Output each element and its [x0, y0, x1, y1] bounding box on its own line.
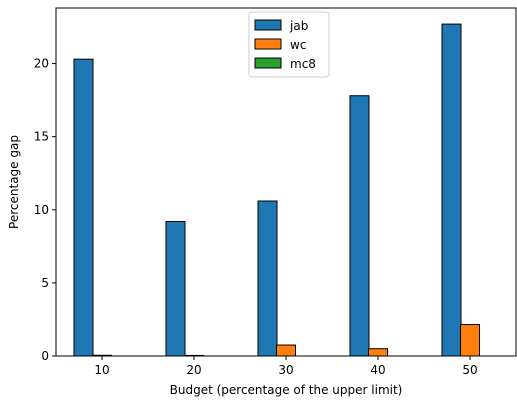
- x-axis-ticks: 10 20 30 40 50: [94, 356, 478, 377]
- y-tick-label: 20: [34, 57, 49, 71]
- y-axis-ticks: 0 5 10 15 20: [34, 57, 56, 363]
- y-tick-label: 5: [41, 276, 49, 290]
- x-tick-label: 10: [94, 363, 109, 377]
- bar-jab-20: [165, 220, 186, 357]
- legend: jab wc mc8: [248, 11, 330, 78]
- y-axis-label: Percentage gap: [7, 135, 21, 229]
- bar-jab-30: [257, 200, 278, 357]
- legend-swatch-jab: [254, 19, 282, 31]
- bar-jab-40: [349, 95, 370, 357]
- legend-label-mc8: mc8: [290, 57, 316, 71]
- x-tick-label: 50: [462, 363, 477, 377]
- legend-swatch-wc: [254, 38, 282, 50]
- bar-wc-30: [276, 344, 296, 357]
- bar-wc-50: [460, 324, 480, 357]
- x-axis-label: Budget (percentage of the upper limit): [170, 383, 403, 397]
- legend-label-jab: jab: [289, 19, 308, 33]
- y-tick-label: 15: [34, 130, 49, 144]
- legend-label-wc: wc: [290, 38, 306, 52]
- legend-swatch-mc8: [254, 57, 282, 69]
- bars-group: [73, 23, 480, 357]
- x-tick-label: 20: [186, 363, 201, 377]
- bar-jab-50: [441, 23, 462, 357]
- x-tick-label: 40: [370, 363, 385, 377]
- x-tick-label: 30: [278, 363, 293, 377]
- y-tick-label: 10: [34, 203, 49, 217]
- bar-wc-40: [368, 348, 388, 357]
- y-tick-label: 0: [41, 349, 49, 363]
- bar-jab-10: [73, 58, 94, 357]
